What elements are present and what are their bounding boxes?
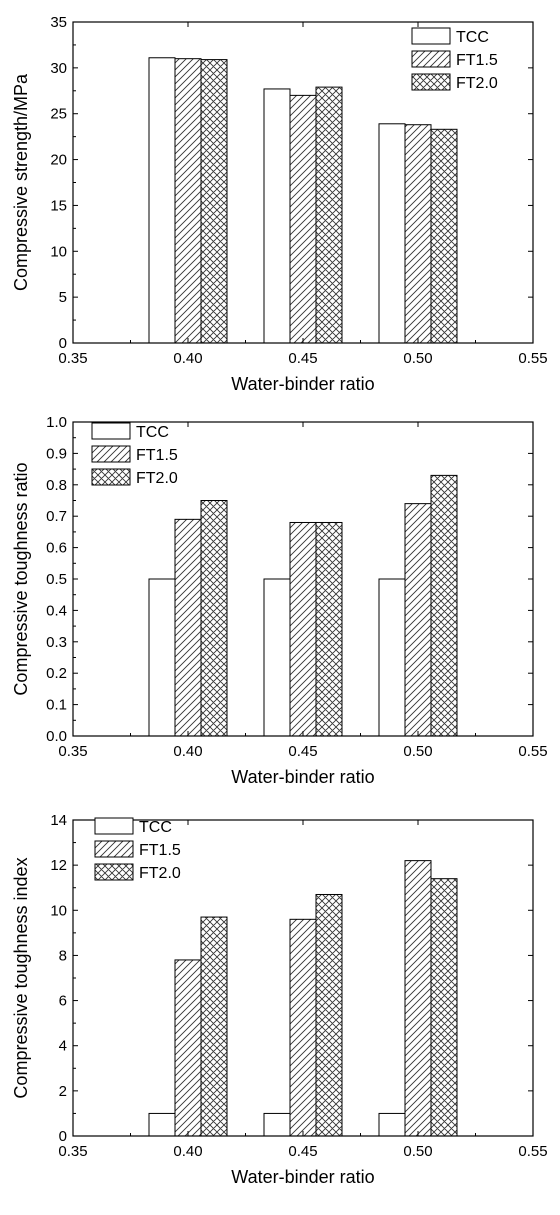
x-tick-label: 0.45: [288, 350, 317, 367]
y-axis-label: Compressive strength/MPa: [11, 73, 31, 291]
x-axis-label: Water-binder ratio: [231, 1167, 374, 1187]
legend-swatch-ft2-0: [91, 468, 131, 486]
x-tick-label: 0.40: [173, 743, 202, 760]
y-tick-label: 0: [59, 1128, 67, 1145]
y-tick-label: 0.2: [46, 665, 67, 682]
legend-label-tcc: TCC: [456, 29, 489, 46]
bar-ft1-5-0.40: [174, 58, 202, 344]
legend-label-ft2-0: FT2.0: [456, 75, 498, 92]
legend-label-ft1-5: FT1.5: [456, 52, 498, 69]
x-tick-label: 0.40: [173, 1143, 202, 1160]
x-tick-label: 0.35: [58, 743, 87, 760]
bar-ft1-5-0.40: [174, 959, 202, 1137]
y-tick-label: 1.0: [46, 414, 67, 431]
y-tick-label: 5: [59, 289, 67, 306]
y-tick-label: 0.9: [46, 445, 67, 462]
chart-compressive-toughness-index: 0 2 4 6 8 10 12 14 0.35 0.40 0.45 0.50 0.55 Water-bin…: [11, 812, 548, 1187]
bar-tcc-0.50: [378, 1112, 406, 1137]
bar-tcc-0.40: [148, 1112, 176, 1137]
bar-ft1-5-0.45: [289, 521, 317, 737]
y-axis-label: Compressive toughness index: [11, 857, 31, 1098]
x-tick-label: 0.55: [518, 350, 547, 367]
bar-tcc-0.45: [263, 1112, 291, 1137]
chart-compressive-strength: 0 5 10 15 20 25 30 35 0.35 0.40 0.45 0.50 0.55 Water-…: [11, 14, 548, 394]
legend-swatch-ft1-5: [91, 445, 131, 463]
y-tick-label: 0: [59, 335, 67, 352]
y-tick-label: 2: [59, 1083, 67, 1100]
x-tick-label: 0.50: [403, 743, 432, 760]
chart-panel-toughness-index: 0 2 4 6 8 10 12 14 0.35 0.40 0.45 0.50 0.55 Water-bin…: [0, 810, 560, 1215]
bar-ft1-5-0.40: [174, 518, 202, 737]
y-tick-label: 0.7: [46, 508, 67, 525]
y-tick-label: 14: [50, 812, 67, 829]
x-tick-label: 0.35: [58, 1143, 87, 1160]
y-tick-label: 4: [59, 1038, 67, 1055]
y-tick-label: 15: [50, 197, 67, 214]
y-tick-label: 0.4: [46, 602, 67, 619]
bar-ft2-0-0.50: [430, 474, 458, 737]
x-tick-label: 0.55: [518, 743, 547, 760]
x-axis-label: Water-binder ratio: [231, 767, 374, 787]
x-tick-label: 0.40: [173, 350, 202, 367]
bar-ft1-5-0.50: [404, 503, 432, 737]
y-tick-label: 0.5: [46, 571, 67, 588]
legend-swatch-ft1-5: [94, 840, 134, 858]
legend-label-tcc: TCC: [139, 819, 172, 836]
y-axis-label: Compressive toughness ratio: [11, 462, 31, 695]
chart-compressive-toughness-ratio: 0.0 0.1 0.2 0.3 0.4 0.5 0.6 0.7 0.8 0.9 1.0 0.35 0.4…: [11, 414, 548, 787]
x-axis-label: Water-binder ratio: [231, 374, 374, 394]
legend-swatch-tcc: [94, 817, 134, 835]
chart-panel-compressive-strength: 0 5 10 15 20 25 30 35 0.35 0.40 0.45 0.50 0.55 Water-…: [0, 0, 560, 405]
y-tick-label: 35: [50, 14, 67, 31]
x-tick-label: 0.45: [288, 743, 317, 760]
bar-tcc-0.45: [263, 88, 291, 344]
bar-ft1-5-0.50: [404, 124, 432, 344]
bar-tcc-0.40: [148, 578, 176, 737]
bar-tcc-0.50: [378, 123, 406, 344]
bar-ft2-0-0.45: [315, 893, 343, 1137]
bar-ft2-0-0.40: [200, 500, 228, 737]
y-tick-label: 30: [50, 60, 67, 77]
legend-swatch-ft1-5: [411, 50, 451, 68]
x-tick-label: 0.50: [403, 1143, 432, 1160]
bar-ft1-5-0.45: [289, 918, 317, 1137]
legend-label-ft1-5: FT1.5: [139, 842, 181, 859]
y-tick-label: 0.3: [46, 634, 67, 651]
y-tick-label: 0.6: [46, 540, 67, 557]
x-tick-label: 0.35: [58, 350, 87, 367]
x-tick-label: 0.50: [403, 350, 432, 367]
y-tick-label: 25: [50, 106, 67, 123]
legend-swatch-tcc: [91, 422, 131, 440]
bar-ft2-0-0.40: [200, 59, 228, 344]
bar-ft2-0-0.45: [315, 86, 343, 344]
legend-label-tcc: TCC: [136, 424, 169, 441]
legend-label-ft1-5: FT1.5: [136, 447, 178, 464]
y-tick-label: 10: [50, 902, 67, 919]
y-tick-label: 8: [59, 947, 67, 964]
y-tick-label: 12: [50, 857, 67, 874]
x-tick-label: 0.55: [518, 1143, 547, 1160]
y-tick-label: 20: [50, 152, 67, 169]
legend-label-ft2-0: FT2.0: [136, 470, 178, 487]
bar-ft2-0-0.45: [315, 521, 343, 737]
bar-ft2-0-0.50: [430, 878, 458, 1137]
y-tick-label: 0.8: [46, 477, 67, 494]
bar-tcc-0.40: [148, 57, 176, 344]
legend-label-ft2-0: FT2.0: [139, 865, 181, 882]
legend-swatch-ft2-0: [411, 73, 451, 91]
legend-swatch-tcc: [411, 27, 451, 45]
y-tick-label: 0.1: [46, 697, 67, 714]
y-tick-label: 10: [50, 243, 67, 260]
bar-ft1-5-0.45: [289, 94, 317, 344]
legend-swatch-ft2-0: [94, 863, 134, 881]
bar-tcc-0.50: [378, 578, 406, 737]
bar-ft2-0-0.40: [200, 916, 228, 1137]
y-tick-label: 0.0: [46, 728, 67, 745]
x-tick-label: 0.45: [288, 1143, 317, 1160]
bar-tcc-0.45: [263, 578, 291, 737]
y-tick-label: 6: [59, 993, 67, 1010]
bar-ft2-0-0.50: [430, 128, 458, 344]
chart-panel-toughness-ratio: 0.0 0.1 0.2 0.3 0.4 0.5 0.6 0.7 0.8 0.9 1.0 0.35 0.4…: [0, 405, 560, 810]
bar-ft1-5-0.50: [404, 860, 432, 1137]
